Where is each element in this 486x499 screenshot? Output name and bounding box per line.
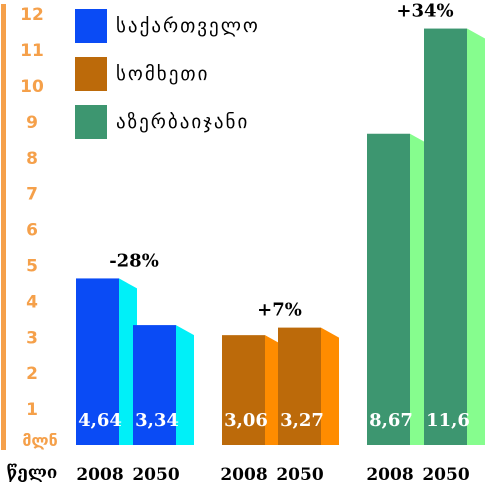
bar-front xyxy=(424,28,467,446)
x-tick-label: 2008 xyxy=(366,465,413,485)
change-label: -28% xyxy=(109,250,159,271)
change-label: +34% xyxy=(396,1,453,22)
y-tick-label: 8 xyxy=(26,149,38,169)
bar-value-label: 3,06 xyxy=(224,410,268,431)
bar-side xyxy=(321,327,339,445)
bar-front xyxy=(76,278,119,445)
bar-value-label: 3,34 xyxy=(135,410,179,431)
legend-item: აზერბაიჯანი xyxy=(75,105,249,139)
bar xyxy=(367,133,428,445)
x-unit-label: წელი xyxy=(7,463,58,483)
legend-swatch xyxy=(75,57,107,91)
y-tick-label: 3 xyxy=(26,328,38,348)
legend-label: საქართველო xyxy=(116,15,260,37)
bar-front xyxy=(367,133,410,445)
bar-value-label: 8,67 xyxy=(369,410,413,431)
y-tick-label: 11 xyxy=(20,41,44,61)
x-tick-label: 2050 xyxy=(132,465,179,485)
legend-swatch xyxy=(75,9,107,43)
bar-side xyxy=(119,278,137,445)
legend-swatch xyxy=(75,105,107,139)
bar-side xyxy=(176,325,194,445)
bar-front xyxy=(222,335,265,445)
legend-item: საქართველო xyxy=(75,9,260,43)
y-tick-label: 2 xyxy=(26,364,38,384)
y-tick-label: 6 xyxy=(26,221,38,241)
legend-label: სომხეთი xyxy=(116,63,209,85)
bar-front xyxy=(133,325,176,445)
bars xyxy=(76,28,485,446)
bar xyxy=(133,325,194,445)
bar-value-label: 4,64 xyxy=(78,410,122,431)
y-axis-line xyxy=(1,4,6,450)
bar xyxy=(424,28,485,446)
data-labels: 4,64 2008 3,34 2050 -28% 3,06 2008 3,27 2050 +7% 8… xyxy=(76,1,470,485)
y-tick-label: 4 xyxy=(26,292,38,312)
bar-value-label: 11,6 xyxy=(426,410,470,431)
bar xyxy=(278,327,339,445)
legend-label: აზერბაიჯანი xyxy=(116,111,249,133)
y-unit-label: მლნ xyxy=(22,431,57,450)
x-tick-label: 2008 xyxy=(76,465,123,485)
y-tick-label: 12 xyxy=(20,5,44,25)
legend: საქართველო სომხეთი აზერბაიჯანი xyxy=(75,9,260,139)
x-tick-label: 2050 xyxy=(276,465,323,485)
bar-side xyxy=(410,133,428,445)
bar xyxy=(76,278,137,445)
bar-value-label: 3,27 xyxy=(280,410,324,431)
bar-side xyxy=(467,28,485,446)
bar-front xyxy=(278,327,321,445)
y-tick-label: 1 xyxy=(26,400,38,420)
x-tick-label: 2008 xyxy=(220,465,267,485)
legend-item: სომხეთი xyxy=(75,57,209,91)
y-tick-label: 10 xyxy=(20,77,44,97)
change-label: +7% xyxy=(257,300,302,321)
y-tick-label: 9 xyxy=(26,113,38,133)
x-tick-label: 2050 xyxy=(422,465,469,485)
y-tick-label: 7 xyxy=(26,185,38,205)
y-tick-label: 5 xyxy=(26,257,38,277)
